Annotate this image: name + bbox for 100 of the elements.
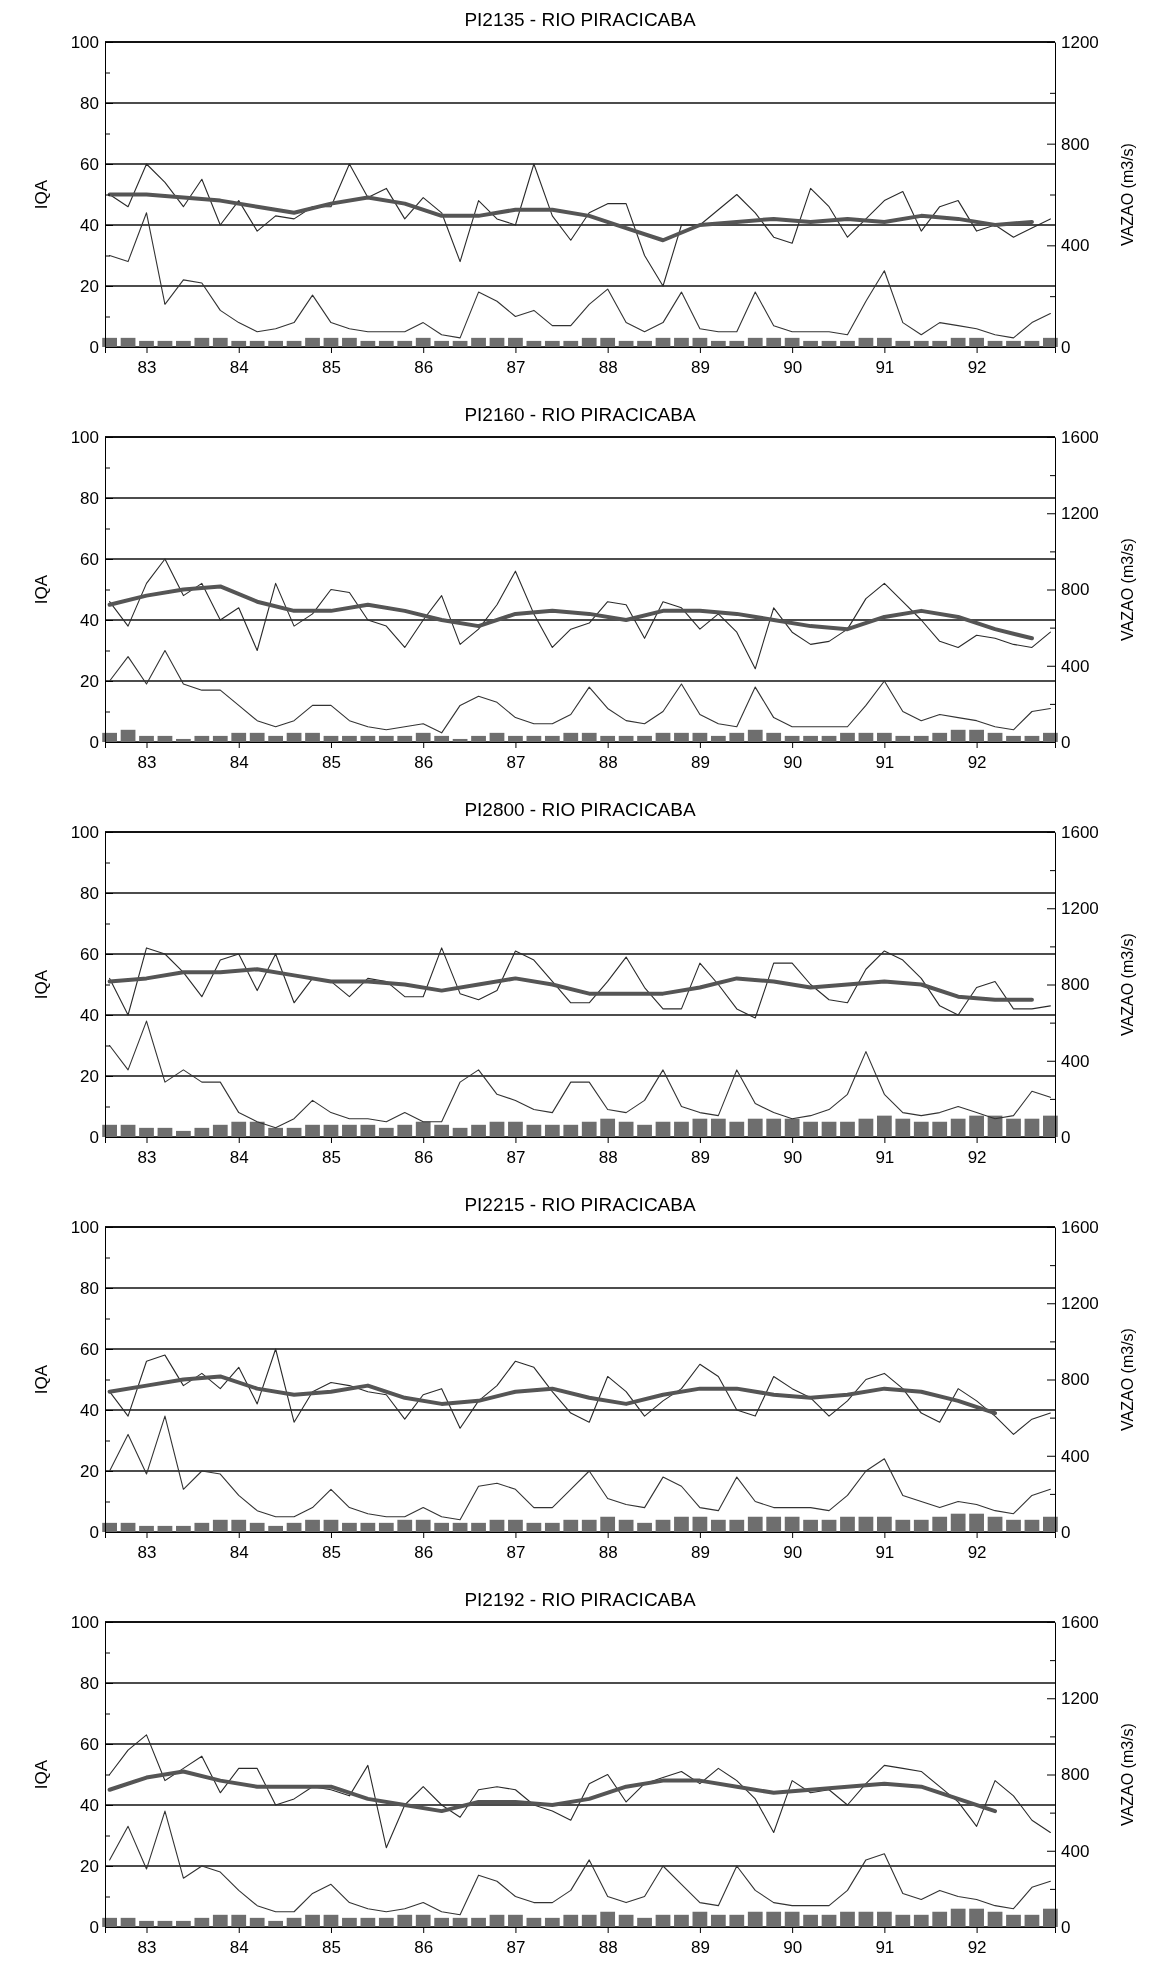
y2-tick-label: 800 xyxy=(1061,134,1090,154)
bar xyxy=(563,1124,579,1137)
x-tick-label: 84 xyxy=(229,1148,249,1167)
bar xyxy=(526,1522,542,1532)
line-series xyxy=(107,967,1034,1002)
bar xyxy=(950,1118,966,1137)
x-tick-label: 92 xyxy=(967,358,987,377)
x-tick-label: 85 xyxy=(322,1148,341,1167)
bar xyxy=(674,1516,689,1532)
y-tick-label: 20 xyxy=(80,1856,99,1876)
bar xyxy=(102,1917,117,1927)
y2-tick-label: 1200 xyxy=(1061,899,1099,919)
bar xyxy=(526,1917,542,1927)
bar xyxy=(508,1519,523,1532)
bar xyxy=(231,732,247,742)
bar xyxy=(194,1917,210,1927)
bar xyxy=(212,1124,228,1137)
x-tick-label: 84 xyxy=(229,1543,249,1562)
y2-tick-label: 1200 xyxy=(1061,1689,1099,1709)
bar xyxy=(581,1519,597,1532)
bar xyxy=(415,732,431,742)
y-tick-label: 20 xyxy=(80,276,99,296)
bar xyxy=(692,732,708,742)
bar xyxy=(434,1917,450,1927)
bar xyxy=(268,1920,284,1927)
bar xyxy=(194,1522,210,1532)
bar xyxy=(212,1914,228,1927)
line-series xyxy=(109,649,1051,734)
bar xyxy=(471,1522,486,1532)
bar xyxy=(600,1516,616,1532)
y-tick-label: 100 xyxy=(70,822,99,842)
x-tick-label: 91 xyxy=(875,1543,895,1562)
y2-tick-label: 400 xyxy=(1061,656,1090,676)
bar xyxy=(360,735,376,742)
bar xyxy=(1006,1118,1021,1137)
bar xyxy=(508,1121,523,1137)
bar xyxy=(452,1917,468,1927)
bar xyxy=(286,1127,302,1137)
x-tick-label: 88 xyxy=(598,1148,618,1167)
line-series xyxy=(107,192,1034,243)
line-series xyxy=(107,584,1034,641)
bar xyxy=(1006,1914,1021,1927)
y-axis-title: IQA xyxy=(32,179,51,210)
bar xyxy=(526,1124,542,1137)
y2-tick-label: 0 xyxy=(1061,1917,1071,1937)
bar xyxy=(969,1115,984,1137)
bar xyxy=(249,1522,265,1532)
y-tick-label: 60 xyxy=(80,1339,99,1359)
bar xyxy=(452,1127,468,1137)
bar xyxy=(342,1917,357,1927)
y-tick-label: 0 xyxy=(89,732,99,752)
y-tick-label: 20 xyxy=(80,1461,99,1481)
bar xyxy=(858,732,874,742)
bar xyxy=(876,1115,892,1137)
bar xyxy=(618,1519,634,1532)
bar xyxy=(1006,735,1021,742)
bar xyxy=(655,732,671,742)
x-tick-label: 87 xyxy=(506,1148,526,1167)
bar xyxy=(618,1121,634,1137)
bar xyxy=(305,1124,320,1137)
bar xyxy=(378,1127,394,1137)
bar xyxy=(876,1911,892,1927)
bar xyxy=(913,735,929,742)
x-tick-label: 89 xyxy=(690,1938,710,1957)
bar xyxy=(803,1519,818,1532)
y2-tick-label: 1600 xyxy=(1061,427,1099,447)
y2-tick-label: 400 xyxy=(1061,1841,1090,1861)
bar xyxy=(950,1513,966,1532)
y2-tick-label: 0 xyxy=(1061,1127,1071,1147)
bar xyxy=(692,1516,708,1532)
x-tick-label: 83 xyxy=(137,1938,157,1957)
bar xyxy=(397,735,413,742)
bar xyxy=(729,1519,745,1532)
bar xyxy=(692,1118,708,1137)
x-tick-label: 91 xyxy=(875,358,895,377)
bar xyxy=(194,1127,210,1137)
bar xyxy=(655,1121,671,1137)
y-tick-label: 60 xyxy=(80,154,99,174)
y2-tick-label: 800 xyxy=(1061,580,1090,600)
bar xyxy=(821,1519,837,1532)
bar xyxy=(581,732,597,742)
bar xyxy=(766,732,782,742)
y2-axis-title: VAZAO (m3/s) xyxy=(1119,143,1136,246)
line-series xyxy=(109,1810,1051,1916)
bar xyxy=(305,732,320,742)
x-tick-label: 89 xyxy=(690,358,710,377)
y-tick-label: 100 xyxy=(70,1217,99,1237)
bar xyxy=(452,738,468,742)
y-tick-label: 0 xyxy=(89,337,99,357)
x-tick-label: 86 xyxy=(414,358,434,377)
bar xyxy=(415,1121,431,1137)
bar xyxy=(286,732,302,742)
bar xyxy=(323,1914,339,1927)
bar xyxy=(489,1914,505,1927)
bar xyxy=(840,732,855,742)
bar xyxy=(581,1914,597,1927)
bar xyxy=(102,732,117,742)
bar xyxy=(176,1130,191,1137)
x-tick-label: 87 xyxy=(506,753,526,772)
bar xyxy=(766,1516,782,1532)
